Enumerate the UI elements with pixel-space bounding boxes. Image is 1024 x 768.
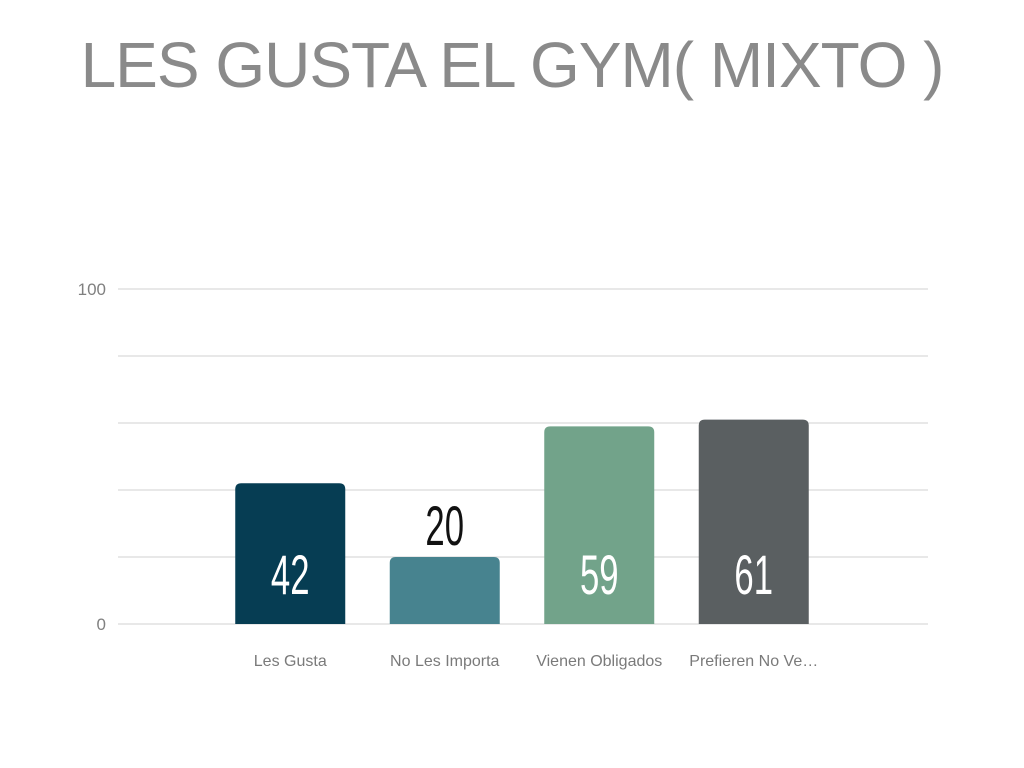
x-tick-label: Les Gusta	[254, 653, 327, 670]
data-label: 42	[271, 544, 310, 607]
x-tick-label: Vienen Obligados	[536, 653, 662, 670]
y-tick-label: 0	[97, 615, 106, 634]
bar	[544, 426, 655, 624]
bar	[389, 557, 500, 624]
bar	[698, 419, 809, 624]
x-tick-label: No Les Importa	[390, 653, 499, 670]
data-label: 20	[425, 495, 464, 558]
page-title: LES GUSTA EL GYM( MIXTO )	[80, 29, 945, 101]
y-tick-label: 100	[78, 280, 106, 299]
data-label: 61	[734, 544, 773, 607]
x-tick-label: Prefieren No Ve…	[689, 653, 818, 670]
data-label: 59	[580, 544, 619, 607]
bar	[235, 483, 346, 624]
